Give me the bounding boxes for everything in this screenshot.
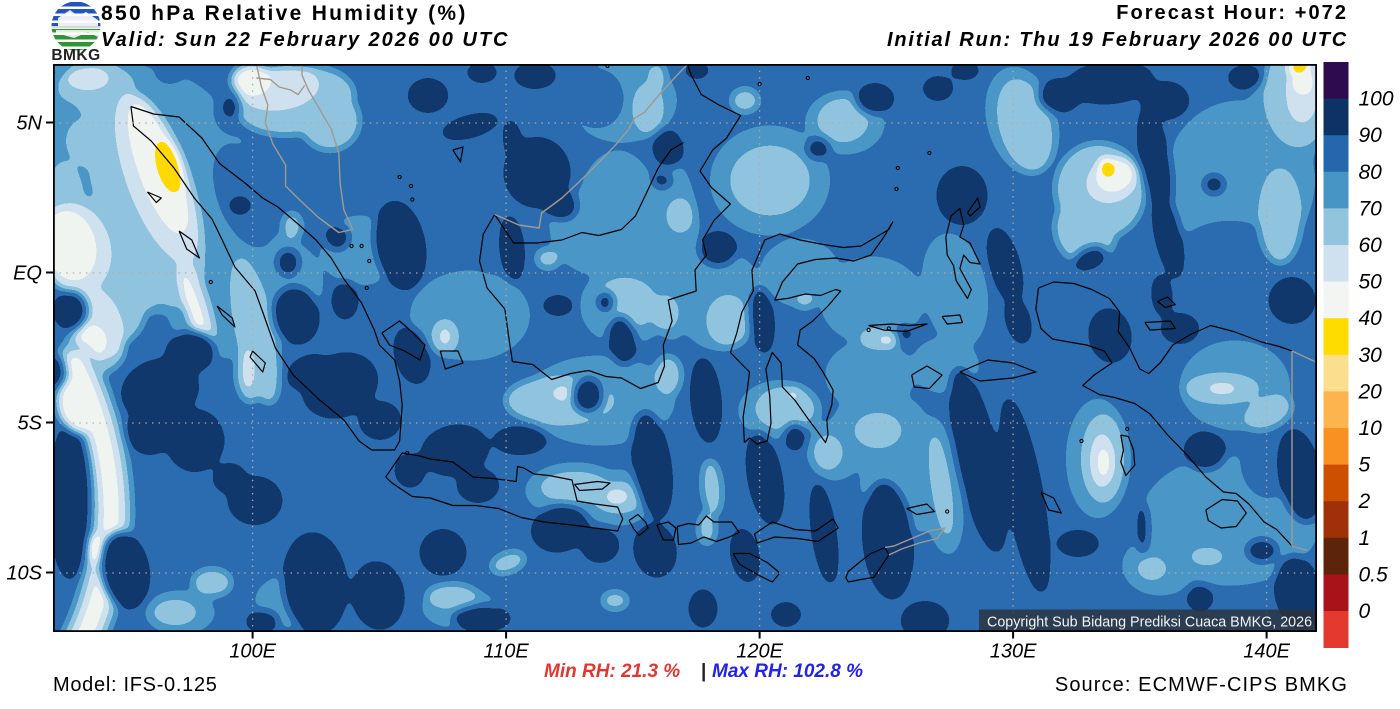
svg-text:130E: 130E <box>990 641 1037 663</box>
svg-text:Model: IFS-0.125: Model: IFS-0.125 <box>53 674 218 696</box>
svg-text:1: 1 <box>1359 527 1371 550</box>
svg-text:110E: 110E <box>483 641 529 663</box>
svg-text:EQ: EQ <box>13 263 42 285</box>
svg-text:10: 10 <box>1359 417 1383 440</box>
svg-text:30: 30 <box>1359 344 1383 367</box>
svg-text:Source: ECMWF-CIPS BMKG: Source: ECMWF-CIPS BMKG <box>1055 674 1348 696</box>
svg-text:60: 60 <box>1359 234 1383 257</box>
svg-text:0.5: 0.5 <box>1359 563 1389 586</box>
svg-text:5S: 5S <box>18 413 43 435</box>
svg-text:90: 90 <box>1359 124 1383 147</box>
svg-text:5N: 5N <box>16 113 42 135</box>
svg-text:100: 100 <box>1359 88 1394 111</box>
svg-text:Max RH: 102.8 %: Max RH: 102.8 % <box>712 661 863 682</box>
svg-text:120E: 120E <box>736 641 783 663</box>
svg-text:BMKG: BMKG <box>51 47 100 62</box>
svg-text:70: 70 <box>1359 197 1383 220</box>
svg-text:100E: 100E <box>229 641 276 663</box>
svg-text:Min RH: 21.3 %: Min RH: 21.3 % <box>544 661 680 682</box>
svg-text:80: 80 <box>1359 161 1383 184</box>
svg-text:50: 50 <box>1359 271 1383 294</box>
svg-text:40: 40 <box>1359 307 1383 330</box>
svg-text:140E: 140E <box>1243 641 1290 663</box>
svg-text:5: 5 <box>1359 454 1371 477</box>
svg-text:|: | <box>701 661 706 682</box>
svg-text:2: 2 <box>1358 490 1371 513</box>
svg-text:0: 0 <box>1359 600 1371 623</box>
svg-text:Copyright Sub Bidang Prediksi: Copyright Sub Bidang Prediksi Cuaca BMKG… <box>987 614 1312 630</box>
svg-text:10S: 10S <box>6 563 42 585</box>
svg-text:20: 20 <box>1358 380 1383 403</box>
